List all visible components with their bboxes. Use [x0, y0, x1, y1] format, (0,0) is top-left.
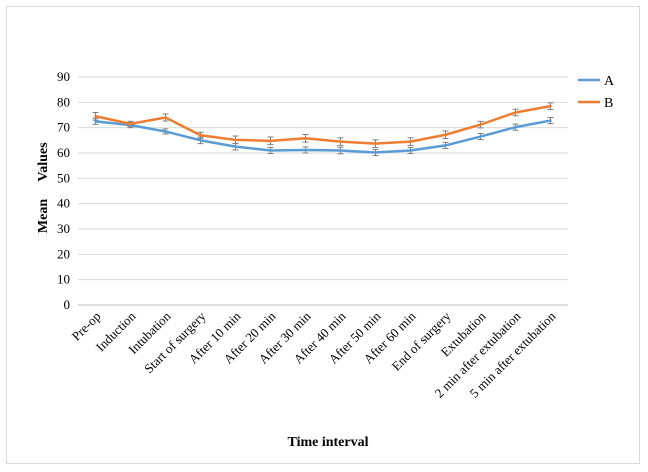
y-axis-ticks: 0 10 20 30 40 50 60 70 80 90 [57, 69, 70, 312]
y-tick-label: 0 [64, 297, 71, 312]
y-tick-label: 80 [57, 94, 70, 109]
legend: AB [578, 74, 615, 111]
y-tick-label: 60 [57, 145, 70, 160]
y-tick-label: 10 [57, 272, 70, 287]
error-bars [92, 102, 554, 157]
y-tick-label: 70 [57, 120, 70, 135]
y-axis-title-part2: Values [36, 142, 51, 182]
y-tick-label: 90 [57, 69, 70, 84]
gridlines [78, 76, 568, 306]
y-tick-label: 20 [57, 246, 70, 261]
legend-label-A: A [604, 74, 615, 89]
series-line-A [94, 119, 552, 154]
y-tick-label: 30 [57, 221, 70, 236]
y-tick-label: 50 [57, 170, 70, 185]
legend-label-B: B [604, 96, 613, 111]
y-axis-title-part1: Mean [36, 199, 51, 233]
x-axis-title: Time interval [287, 435, 368, 450]
y-tick-label: 40 [57, 196, 70, 211]
series-line-B [94, 104, 552, 145]
chart-frame [6, 6, 640, 464]
series-lines [94, 104, 552, 154]
